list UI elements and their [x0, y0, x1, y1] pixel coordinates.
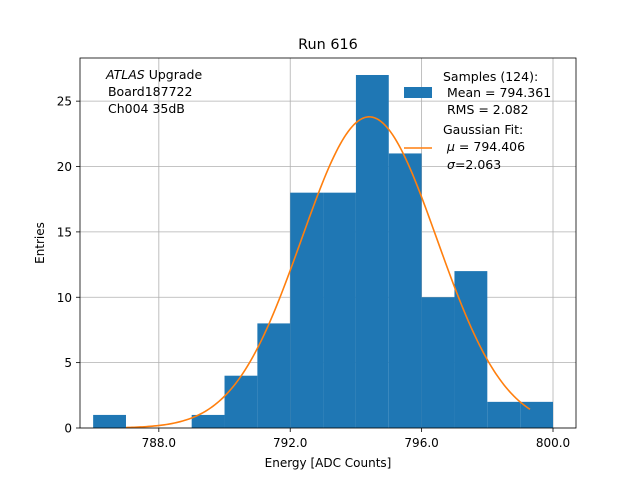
x-tick-label: 800.0	[536, 436, 570, 450]
histogram-bar	[257, 323, 291, 428]
x-tick-label: 796.0	[404, 436, 438, 450]
histogram-bar	[355, 74, 389, 429]
legend-sigma-symbol: σ	[447, 157, 456, 172]
histogram-bar	[224, 375, 258, 428]
atlas-annotation: ATLAS Upgrade Board187722 Ch004 35dB	[104, 67, 202, 116]
x-tick-label: 792.0	[273, 436, 307, 450]
histogram-bar	[290, 192, 324, 428]
board-label: Board187722	[104, 84, 192, 99]
y-tick-label: 25	[57, 95, 72, 109]
svg-text:σ=2.063: σ=2.063	[447, 157, 501, 172]
atlas-label: ATLAS	[105, 67, 145, 82]
x-axis-ticks: 788.0 792.0 796.0 800.0	[142, 428, 570, 450]
y-tick-label: 5	[64, 356, 72, 370]
histogram-bar	[93, 414, 126, 428]
svg-text:μ = 794.406: μ = 794.406	[446, 139, 525, 154]
legend-samples-rms: RMS = 2.082	[443, 102, 529, 117]
legend: Samples (124): Mean = 794.361 RMS = 2.08…	[404, 69, 551, 172]
plot-frame	[79, 57, 577, 429]
channel-label: Ch004 35dB	[104, 101, 185, 116]
gaussian-fit-curve	[125, 116, 531, 429]
y-tick-label: 0	[64, 422, 72, 436]
y-axis-ticks: 0 5 10 15 20 25	[57, 95, 80, 436]
x-axis-label: Energy [ADC Counts]	[265, 456, 392, 470]
histogram-bar	[323, 192, 356, 428]
histogram-bar	[388, 153, 422, 428]
histogram-bar	[191, 414, 225, 428]
legend-mu-symbol: μ	[446, 139, 455, 154]
legend-histogram-patch	[404, 87, 432, 98]
histogram-bar	[421, 297, 455, 428]
y-tick-label: 15	[57, 225, 72, 239]
histogram-bars	[93, 74, 554, 429]
legend-sigma-value: =2.063	[455, 157, 501, 172]
legend-mu-value: = 794.406	[455, 139, 525, 154]
histogram-bar	[487, 401, 521, 428]
x-tick-label: 788.0	[142, 436, 176, 450]
y-tick-label: 10	[57, 291, 72, 305]
chart-title: Run 616	[298, 37, 358, 53]
y-axis-label: Entries	[33, 222, 47, 264]
legend-samples-mean: Mean = 794.361	[443, 85, 551, 100]
legend-samples-line1: Samples (124):	[443, 69, 538, 84]
y-tick-label: 20	[57, 160, 72, 174]
upgrade-label: Upgrade	[145, 67, 203, 82]
svg-text:ATLAS Upgrade: ATLAS Upgrade	[105, 67, 202, 82]
legend-fit-line1: Gaussian Fit:	[443, 122, 523, 137]
